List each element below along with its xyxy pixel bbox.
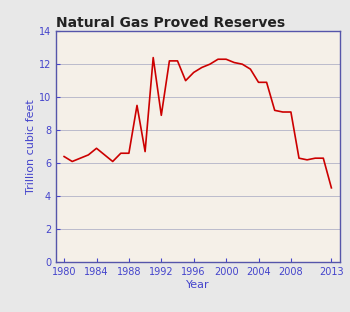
Text: Natural Gas Proved Reserves: Natural Gas Proved Reserves [56, 16, 285, 30]
Y-axis label: Trillion cubic feet: Trillion cubic feet [26, 99, 36, 194]
X-axis label: Year: Year [186, 280, 210, 290]
